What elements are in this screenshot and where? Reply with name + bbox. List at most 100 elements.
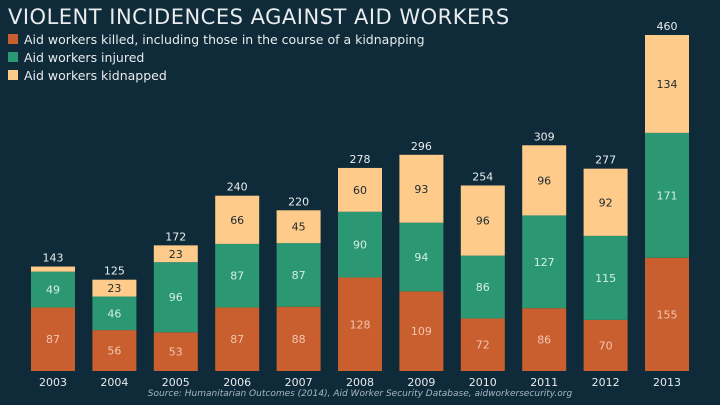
bar-value-label-2010-0: 72 [476,339,490,352]
bar-segment-2010-2 [460,185,505,256]
bar-segment-2005-0 [153,332,198,371]
bar-segment-2009-1 [399,222,444,292]
bar-segment-2003-0 [31,307,75,371]
bar-value-label-2005-0: 53 [169,346,183,359]
bar-segment-2012-2 [583,168,628,236]
bar-segment-2005-1 [153,262,198,333]
bar-value-label-2007-0: 88 [292,333,306,346]
bar-total-label-2011: 309 [534,130,555,143]
bar-segment-2009-0 [399,291,444,371]
bar-total-label-2013: 460 [657,20,678,33]
bar-value-label-2005-2: 23 [169,248,183,261]
bar-value-label-2010-1: 86 [476,281,490,294]
x-tick-label-2007: 2007 [285,376,313,389]
bar-value-label-2012-1: 115 [595,272,616,285]
bar-value-label-2013-0: 155 [657,308,678,321]
bar-segment-2007-1 [276,243,321,307]
x-tick-label-2005: 2005 [162,376,190,389]
bar-value-label-2012-0: 70 [599,339,613,352]
x-tick-label-2008: 2008 [346,376,374,389]
bar-value-label-2004-2: 23 [107,282,121,295]
bar-value-label-2008-2: 60 [353,184,367,197]
bar-total-label-2006: 240 [227,181,248,194]
bar-total-label-2009: 296 [411,140,432,153]
bar-total-label-2010: 254 [472,170,493,183]
bar-value-label-2007-1: 87 [292,269,306,282]
bar-segment-2007-0 [276,306,321,371]
bar-segment-2004-1 [92,296,137,331]
bar-value-label-2013-1: 171 [657,189,678,202]
x-tick-label-2013: 2013 [653,376,681,389]
bar-value-label-2013-2: 134 [657,78,678,91]
bar-total-label-2005: 172 [165,230,186,243]
legend-item-injured: Aid workers injured [8,49,425,65]
legend-swatch-injured [8,52,18,62]
bar-segment-2006-0 [215,307,260,371]
bar-segment-2003-2 [31,266,75,272]
legend-item-killed: Aid workers killed, including those in t… [8,31,425,47]
bar-total-label-2003: 143 [43,252,64,265]
bar-segment-2011-1 [522,215,567,309]
x-tick-label-2006: 2006 [223,376,251,389]
bar-value-label-2011-0: 86 [537,334,551,347]
bar-value-label-2004-1: 46 [107,307,121,320]
bar-segment-2013-1 [645,132,689,258]
bar-segment-2013-2 [645,35,689,133]
legend-label-injured: Aid workers injured [24,49,145,65]
bar-segment-2004-0 [92,330,137,371]
legend: Aid workers killed, including those in t… [8,31,425,85]
legend-swatch-killed [8,34,18,44]
legend-item-kidnapped: Aid workers kidnapped [8,67,425,83]
bar-segment-2011-2 [522,145,567,216]
bar-total-label-2004: 125 [104,265,125,278]
bar-value-label-2009-1: 94 [414,251,428,264]
bar-value-label-2009-0: 109 [411,325,432,338]
bar-value-label-2009-2: 93 [414,183,428,196]
bar-segment-2007-2 [276,210,321,244]
bar-segment-2003-1 [31,271,75,308]
bar-segment-2013-0 [645,257,689,371]
bar-segment-2009-2 [399,154,444,223]
bar-segment-2008-0 [338,277,382,371]
bar-total-label-2012: 277 [595,154,616,167]
bar-value-label-2008-1: 90 [353,239,367,252]
x-tick-label-2012: 2012 [592,376,620,389]
bar-value-label-2005-1: 96 [169,291,183,304]
bar-segment-2004-2 [92,279,137,297]
bar-segment-2012-0 [583,319,628,371]
bar-value-label-2006-0: 87 [230,333,244,346]
chart-title: VIOLENT INCIDENCES AGAINST AID WORKERS [8,5,510,29]
bar-value-label-2012-2: 92 [599,196,613,209]
bar-segment-2008-2 [338,167,382,212]
bar-total-label-2007: 220 [288,195,309,208]
bar-segment-2006-2 [215,195,260,244]
x-tick-label-2011: 2011 [530,376,558,389]
bar-total-label-2008: 278 [350,153,371,166]
bar-segment-2011-0 [522,308,567,371]
x-tick-label-2009: 2009 [407,376,435,389]
bar-segment-2012-1 [583,235,628,320]
legend-swatch-kidnapped [8,70,18,80]
bar-value-label-2006-2: 66 [230,214,244,227]
bar-value-label-2007-2: 45 [292,221,306,234]
legend-label-killed: Aid workers killed, including those in t… [24,31,425,47]
bar-segment-2005-2 [153,245,198,263]
bar-segment-2006-1 [215,243,260,308]
bar-value-label-2011-1: 127 [534,256,555,269]
bar-segment-2008-1 [338,211,382,278]
bar-value-label-2008-0: 128 [350,318,371,331]
source-note: Source: Humanitarian Outcomes (2014), Ai… [147,389,573,399]
bar-value-label-2010-2: 96 [476,215,490,228]
x-tick-label-2003: 2003 [39,376,67,389]
x-tick-label-2004: 2004 [100,376,128,389]
legend-label-kidnapped: Aid workers kidnapped [24,67,167,83]
bar-value-label-2004-0: 56 [107,345,121,358]
bar-value-label-2003-0: 87 [46,333,60,346]
bar-segment-2010-1 [460,255,505,319]
bar-segment-2010-0 [460,318,505,371]
bar-value-label-2006-1: 87 [230,270,244,283]
x-tick-label-2010: 2010 [469,376,497,389]
bar-value-label-2003-1: 49 [46,284,60,297]
bar-value-label-2011-2: 96 [537,174,551,187]
